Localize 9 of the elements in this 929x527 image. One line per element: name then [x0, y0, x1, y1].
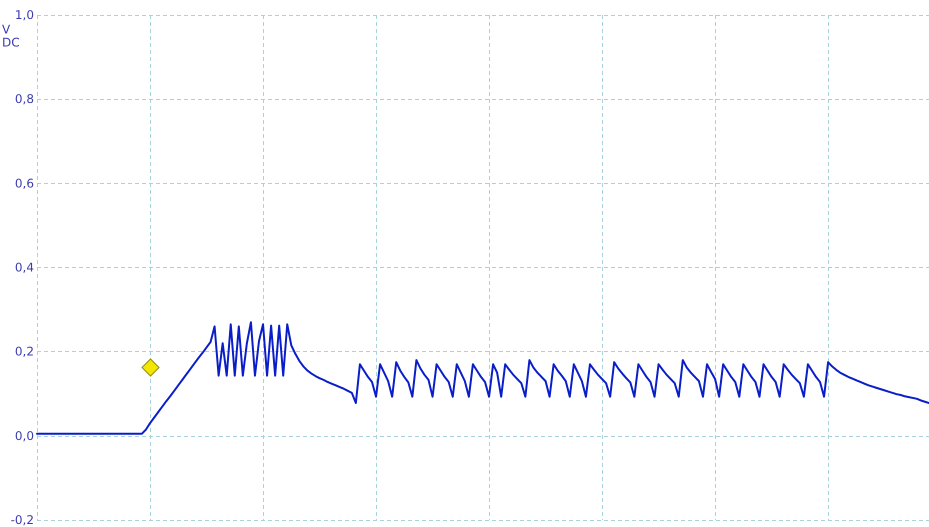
y-tick-label: 0,8: [14, 92, 34, 106]
line-series: [36, 321, 929, 435]
y-tick-label: 0,6: [14, 176, 34, 190]
y-tick-label: 0,4: [14, 260, 34, 274]
y-tick-label: -0,2: [10, 513, 34, 527]
y-axis-title: V DC: [2, 22, 20, 50]
y-tick-label: 0,0: [14, 428, 34, 443]
y-tick-label: 0,2: [14, 344, 34, 359]
y-tick-label: 1,0: [14, 8, 34, 22]
